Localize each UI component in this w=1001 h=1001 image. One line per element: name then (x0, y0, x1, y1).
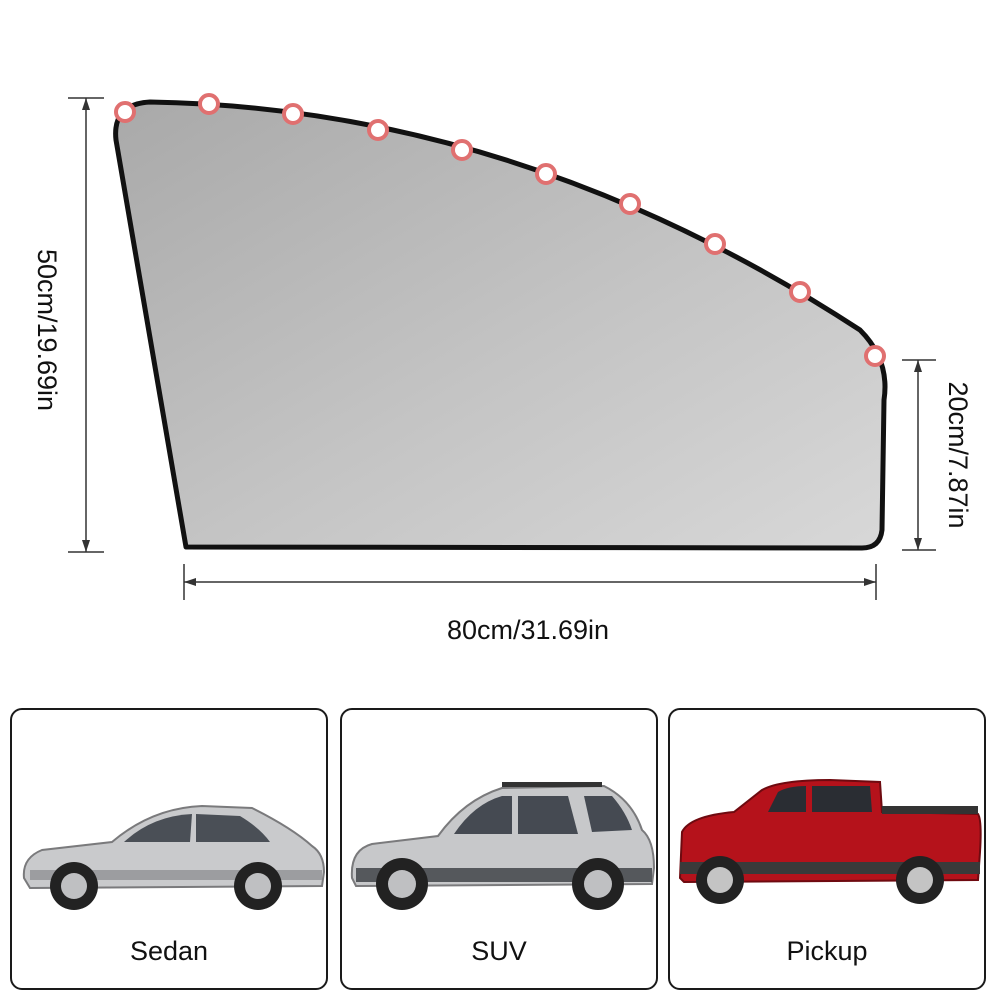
vehicle-label: SUV (471, 936, 527, 966)
vehicle-card-pickup: Pickup (668, 708, 986, 990)
sedan-car-icon (22, 804, 326, 910)
magnet-dot (864, 345, 886, 367)
magnet-dot (704, 233, 726, 255)
side-dimension-line (902, 359, 936, 551)
vehicle-card-suv: SUV (340, 708, 658, 990)
arrowhead-icon (184, 578, 196, 586)
magnet-dot (367, 119, 389, 141)
arrowhead-icon (82, 540, 90, 552)
magnet-dot (114, 101, 136, 123)
suv-car-icon (350, 782, 656, 910)
arrowhead-icon (864, 578, 876, 586)
height-label: 50cm/19.69in (32, 249, 62, 411)
magnet-dot (535, 163, 557, 185)
width-label: 80cm/31.69in (447, 615, 609, 645)
magnet-dot (282, 103, 304, 125)
sunshade-panel (113, 99, 888, 551)
width-dimension-line (183, 564, 877, 600)
vehicle-card-sedan: Sedan (10, 708, 328, 990)
side-label: 20cm/7.87in (943, 381, 973, 528)
magnet-dot (451, 139, 473, 161)
pickup-truck-icon (678, 778, 982, 904)
sunshade-diagram: 50cm/19.69in 20cm/7.87in 80cm/31.69in (32, 93, 973, 645)
magnet-dot (198, 93, 220, 115)
height-dimension-line (68, 97, 104, 553)
magnet-row (114, 93, 886, 367)
vehicle-label: Sedan (129, 936, 209, 966)
magnet-dot (789, 281, 811, 303)
magnet-dot (619, 193, 641, 215)
vehicle-label: Pickup (786, 936, 868, 966)
arrowhead-icon (914, 360, 922, 372)
arrowhead-icon (82, 98, 90, 110)
arrowhead-icon (914, 538, 922, 550)
